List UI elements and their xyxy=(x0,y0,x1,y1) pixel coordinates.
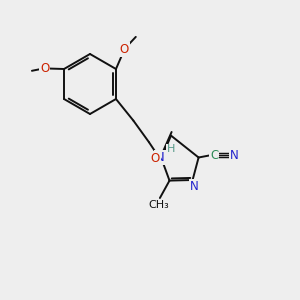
Text: O: O xyxy=(120,43,129,56)
Text: H: H xyxy=(167,144,176,154)
Text: O: O xyxy=(151,152,160,165)
Text: N: N xyxy=(190,179,199,193)
Text: C: C xyxy=(210,148,218,162)
Text: CH₃: CH₃ xyxy=(148,200,169,211)
Text: N: N xyxy=(155,151,165,164)
Text: N: N xyxy=(230,148,239,162)
Text: O: O xyxy=(40,62,49,75)
